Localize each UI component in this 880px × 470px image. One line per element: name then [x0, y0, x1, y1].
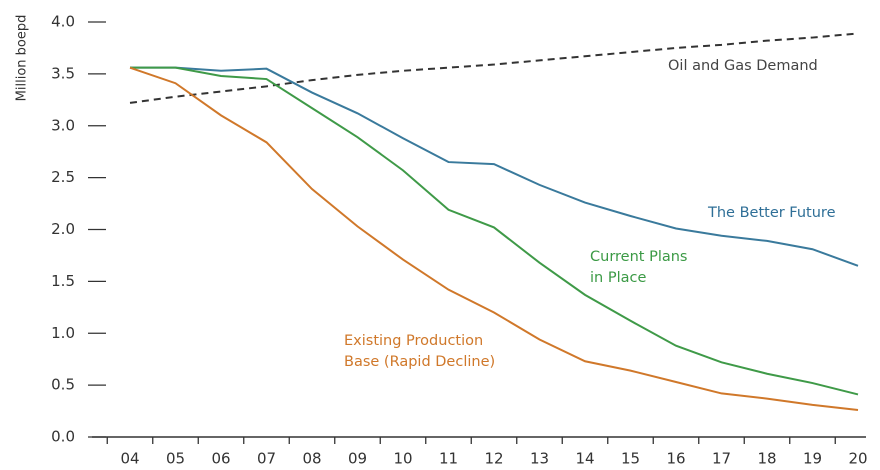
series-line: [129, 66, 859, 412]
y-axis-label: Million boepd: [15, 15, 30, 102]
x-tick-label: 06: [211, 450, 230, 468]
series-label: Oil and Gas Demand: [668, 58, 818, 74]
x-tick-label: 04: [120, 450, 139, 468]
x-tick-label: 09: [348, 450, 367, 468]
x-tick-label: 17: [712, 450, 731, 468]
series-label: Existing Production Base (Rapid Decline): [344, 333, 496, 370]
x-tick-label: 05: [166, 450, 185, 468]
x-tick-label: 10: [393, 450, 412, 468]
y-tick-label: 4.0: [51, 13, 75, 31]
x-tick-label: 18: [757, 450, 776, 468]
x-tick-label: 14: [575, 450, 594, 468]
series-label: Current Plans in Place: [590, 249, 688, 286]
y-tick-label: 3.5: [51, 64, 75, 82]
series-line: [130, 66, 859, 396]
x-tick-label: 08: [302, 450, 321, 468]
y-tick-label: 0.0: [51, 428, 75, 446]
series-line: [129, 32, 859, 104]
series-line: [130, 66, 859, 267]
y-tick-label: 2.0: [51, 220, 75, 238]
x-tick-label: 20: [848, 450, 867, 468]
x-tick-label: 15: [621, 450, 640, 468]
y-tick-label: 1.5: [51, 272, 75, 290]
y-tick-label: 2.5: [51, 168, 75, 186]
y-tick-label: 1.0: [51, 324, 75, 342]
x-tick-label: 12: [484, 450, 503, 468]
x-tick-label: 11: [439, 450, 458, 468]
series-label: The Better Future: [708, 205, 836, 221]
x-tick-label: 13: [530, 450, 549, 468]
x-tick-label: 07: [257, 450, 276, 468]
x-tick-label: 19: [803, 450, 822, 468]
y-tick-label: 3.0: [51, 116, 75, 134]
x-tick-label: 16: [666, 450, 685, 468]
y-tick-label: 0.5: [51, 376, 75, 394]
